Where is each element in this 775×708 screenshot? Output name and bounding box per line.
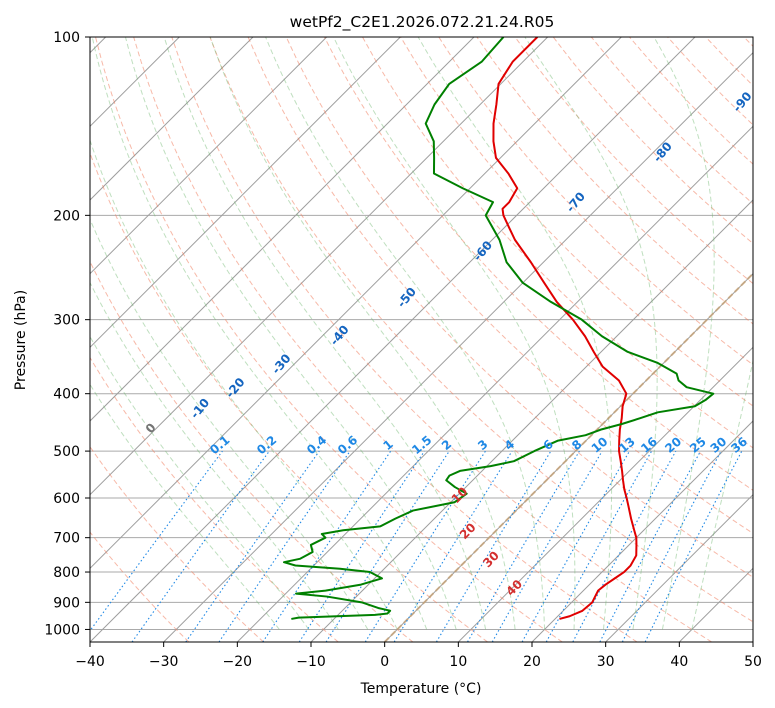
- freezing-isotherm: [383, 272, 753, 642]
- isotherm-line: [90, 37, 696, 642]
- dry-adiabat: [438, 37, 753, 366]
- dry-adiabat: [209, 37, 753, 623]
- dry-adiabat: [90, 531, 190, 642]
- dry-adiabat: [95, 37, 563, 642]
- dry-adiabat: [323, 37, 753, 491]
- temperature-line: [492, 37, 638, 620]
- mixing-ratio-line: [545, 450, 653, 642]
- y-tick-label: 1000: [44, 622, 80, 638]
- mixing-ratio-line: [644, 450, 743, 642]
- x-tick-label: 0: [380, 654, 389, 670]
- x-tick-label: −30: [149, 654, 179, 670]
- background-lines: [90, 37, 753, 642]
- dry-adiabat: [400, 37, 753, 407]
- y-tick-label: 600: [53, 491, 80, 507]
- y-tick-label: 200: [53, 208, 80, 224]
- mixing-ratio-line: [131, 450, 270, 642]
- y-tick-label: 900: [53, 595, 80, 611]
- mixing-ratio-line: [393, 450, 513, 642]
- isotherm-line: [90, 37, 401, 349]
- mixing-ratio-line: [325, 450, 450, 642]
- dry-adiabat: [90, 260, 414, 642]
- x-tick-label: 40: [670, 654, 688, 670]
- dry-adiabat: [133, 37, 638, 642]
- isotherm-line: [605, 493, 753, 642]
- dewpoint-line: [282, 37, 715, 620]
- y-tick-label: 100: [53, 30, 80, 46]
- isotherm-line: [90, 37, 254, 201]
- moist-adiabat: [90, 335, 310, 630]
- y-axis-ticks: 100 200 300 400 500 600 700 800 900 1000: [44, 30, 90, 638]
- x-tick-label: −10: [296, 654, 326, 670]
- moist-adiabat: [90, 281, 339, 630]
- mixing-ratio-line: [185, 450, 320, 642]
- dry-adiabat: [362, 37, 753, 449]
- isotherm-line: [90, 37, 328, 275]
- y-tick-label: 700: [53, 531, 80, 547]
- y-tick-label: 800: [53, 565, 80, 581]
- moist-adiabat: [417, 37, 613, 630]
- dry-adiabat: [285, 37, 753, 534]
- dry-adiabat: [90, 151, 488, 642]
- moist-adiabat: [91, 37, 428, 630]
- mixing-ratio-line: [218, 450, 351, 642]
- x-axis-label: Temperature (°C): [360, 681, 482, 697]
- x-tick-label: 50: [744, 654, 762, 670]
- isotherm-line: [236, 125, 753, 642]
- plot-frame: [89, 36, 754, 643]
- moist-adiabat: [209, 37, 516, 630]
- isotherm-line: [90, 37, 549, 496]
- y-tick-label: 400: [53, 387, 80, 403]
- mixing-ratio-line: [90, 450, 223, 632]
- y-axis-label: Pressure (hPa): [13, 290, 29, 390]
- profile-lines: [282, 37, 715, 620]
- dry-adiabat: [90, 445, 264, 642]
- dry-adiabat: [247, 37, 753, 578]
- mixing-ratio-line: [572, 450, 677, 642]
- x-tick-label: 30: [597, 654, 615, 670]
- mixing-ratio-line: [262, 450, 392, 642]
- isotherm-line: [90, 37, 622, 570]
- x-tick-label: −20: [223, 654, 253, 670]
- moist-adiabat: [90, 138, 398, 630]
- dry-adiabat: [514, 37, 753, 285]
- isotherm-line: [457, 346, 753, 642]
- mixing-ratio-line: [521, 450, 630, 642]
- x-tick-label: −40: [75, 654, 105, 670]
- dry-adiabat: [171, 37, 713, 642]
- moist-adiabat: [653, 37, 715, 630]
- mixing-ratio-line: [298, 450, 425, 642]
- x-axis-ticks: −40 −30 −20 −10 0 10 20 30 40 50: [75, 642, 762, 670]
- moist-adiabat: [124, 37, 457, 630]
- moist-adiabat: [524, 37, 658, 630]
- y-tick-label: 300: [53, 313, 80, 329]
- dry-adiabat: [90, 356, 339, 642]
- isotherm-line: [163, 51, 753, 642]
- chart-title: wetPf2_C2E1.2026.072.21.24.R05: [290, 13, 555, 32]
- x-tick-label: 10: [449, 654, 467, 670]
- isotherm-line: [531, 420, 753, 642]
- moist-adiabat: [265, 37, 546, 630]
- moist-adiabat: [691, 358, 753, 630]
- y-tick-label: 500: [53, 444, 80, 460]
- x-tick-label: 20: [523, 654, 541, 670]
- isotherm-line: [90, 37, 475, 422]
- moist-adiabat: [163, 37, 487, 630]
